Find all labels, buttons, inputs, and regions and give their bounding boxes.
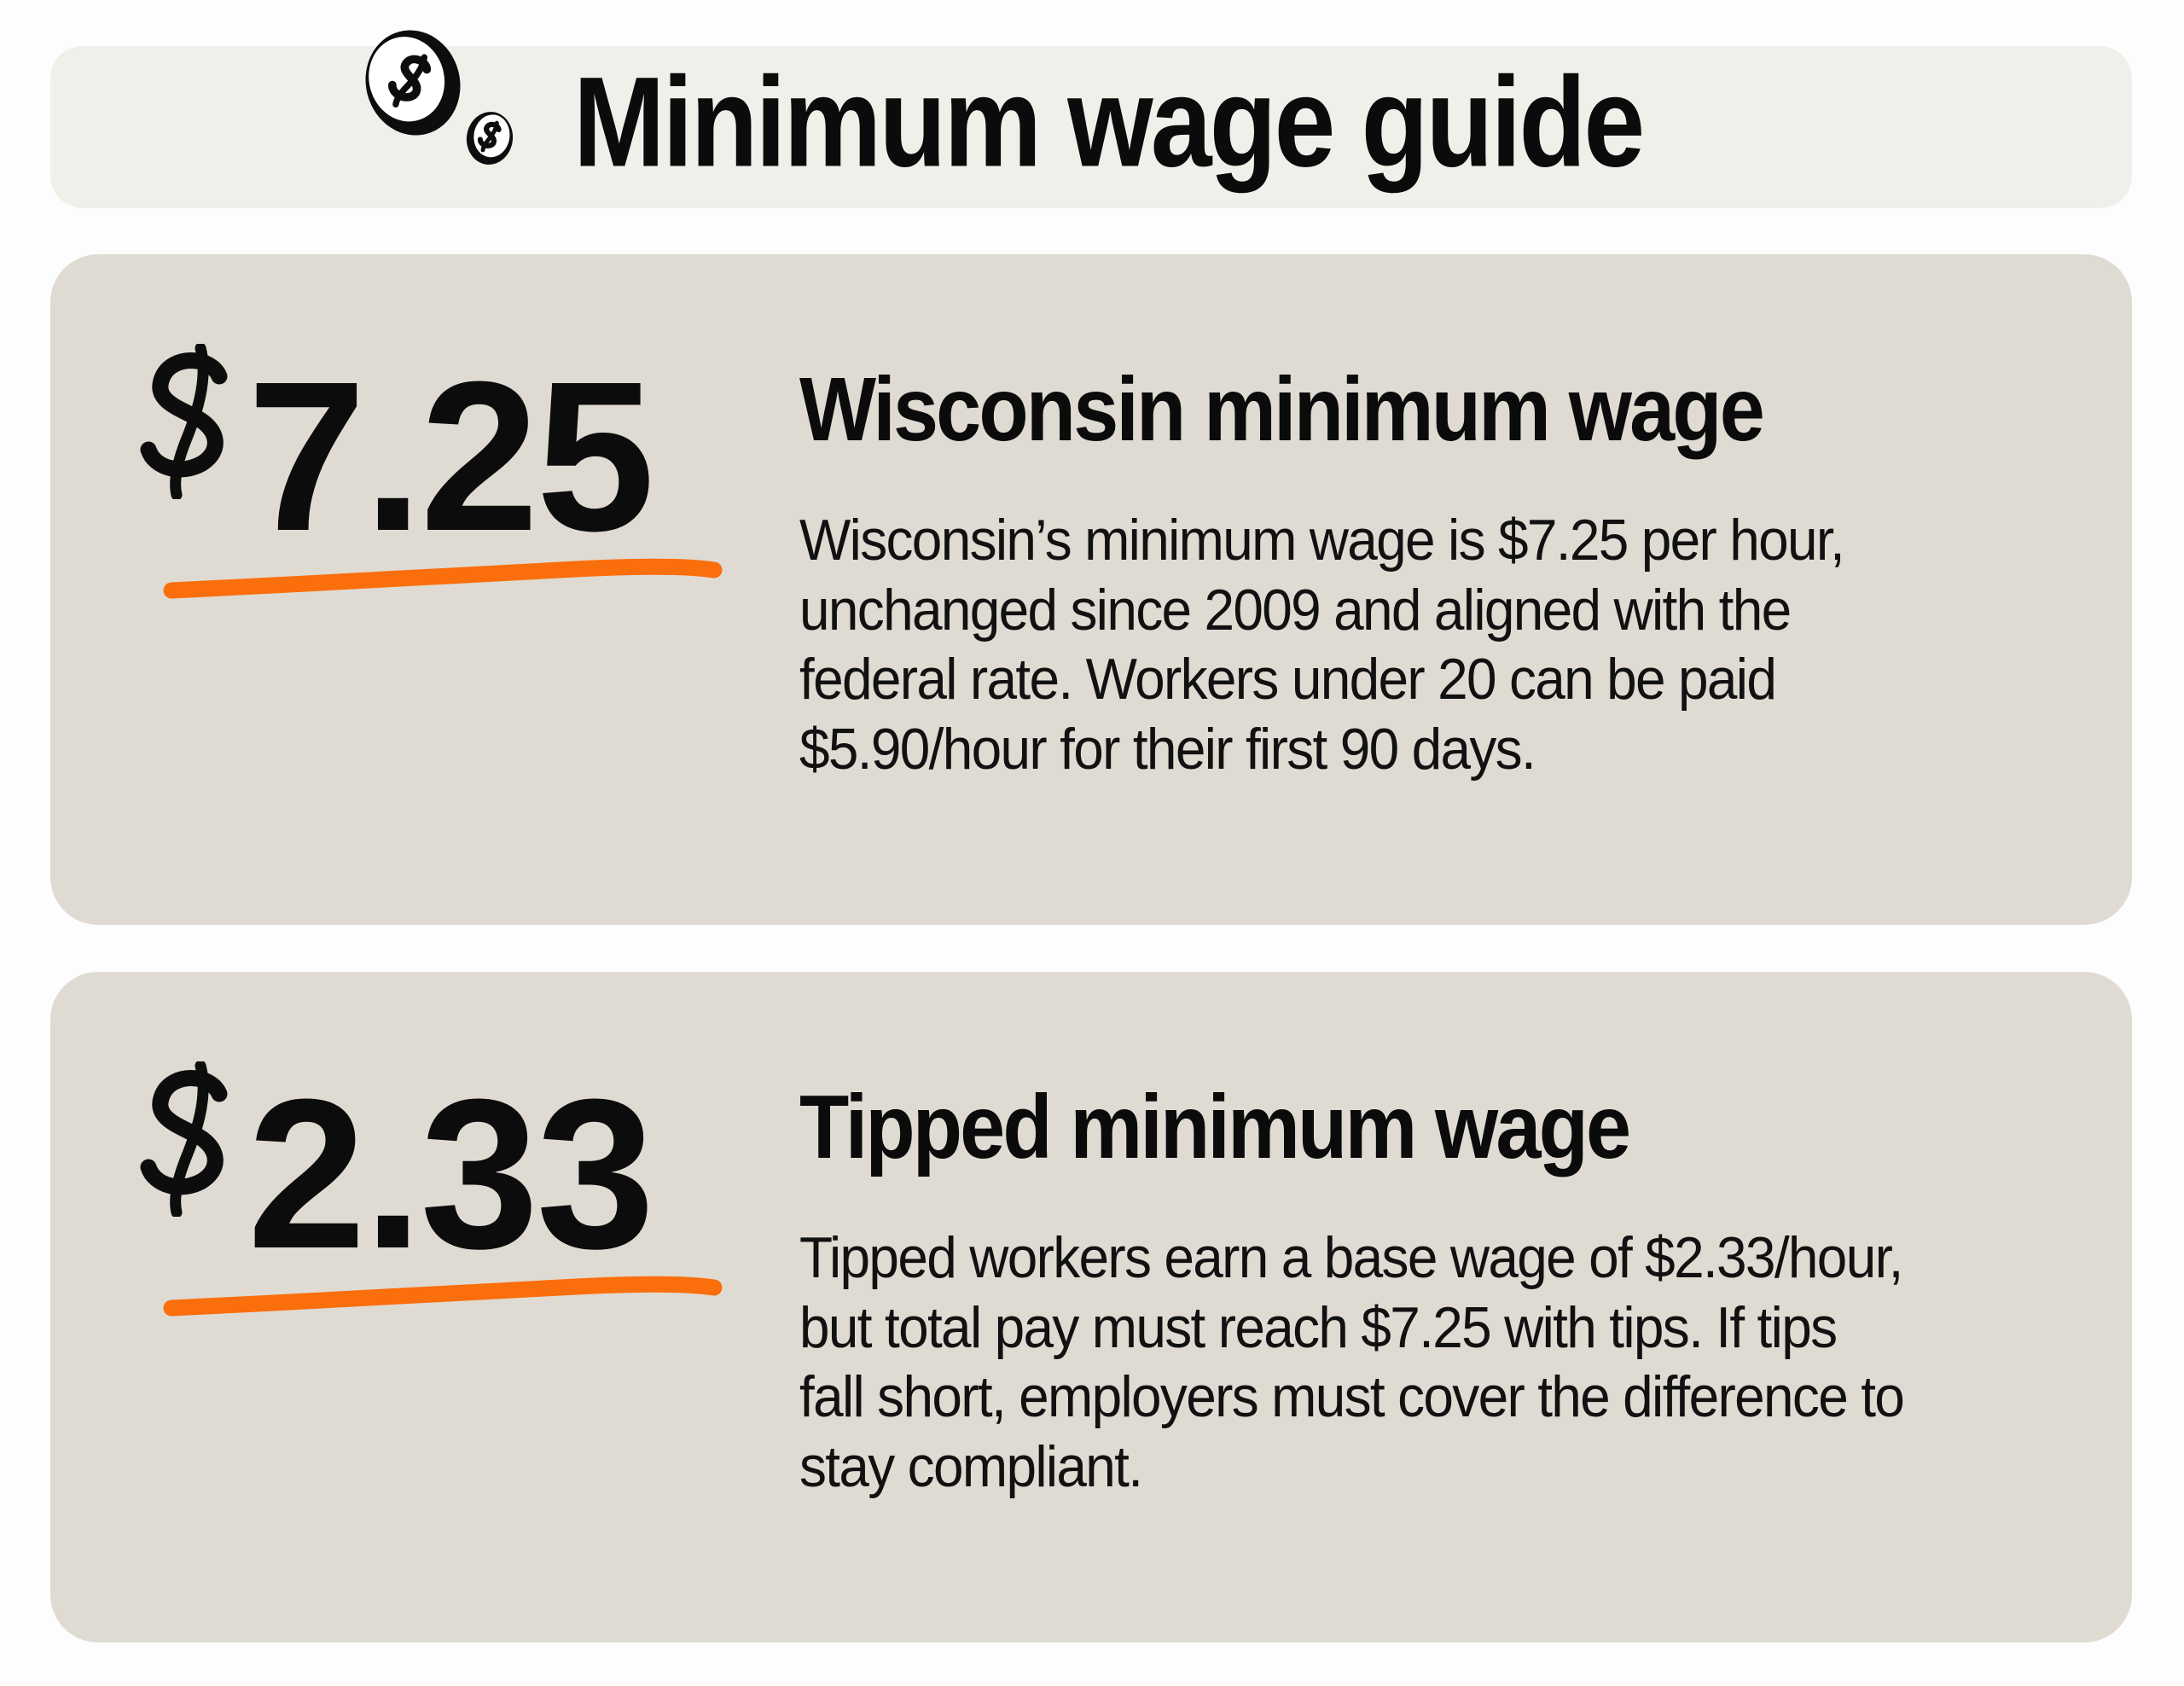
card-heading: Wisconsin minimum wage — [799, 359, 1765, 460]
text-column: Wisconsin minimum wage Wisconsin’s minim… — [799, 344, 2098, 925]
card-state-minimum-wage: 7.25 Wisconsin minimum wage Wisconsin’s … — [50, 254, 2132, 925]
text-column: Tipped minimum wage Tipped workers earn … — [799, 1061, 2098, 1642]
amount-value: 7.25 — [247, 337, 655, 575]
price-block: 2.33 — [134, 1061, 799, 1642]
price-block: 7.25 — [134, 344, 799, 925]
coin-dollar-small-icon — [466, 112, 514, 165]
dollar-sign-icon — [140, 1061, 228, 1217]
header-bar: Minimum wage guide — [50, 30, 2132, 208]
amount-value: 2.33 — [247, 1055, 655, 1293]
page-title: Minimum wage guide — [573, 49, 1645, 194]
coin-dollar-large-icon — [365, 30, 461, 136]
price-row: 2.33 — [134, 1061, 799, 1281]
card-heading: Tipped minimum wage — [799, 1077, 1631, 1177]
price-row: 7.25 — [134, 344, 799, 563]
card-tipped-minimum-wage: 2.33 Tipped minimum wage Tipped workers … — [50, 972, 2132, 1642]
card-body: Tipped workers earn a base wage of $2.33… — [799, 1225, 1905, 1500]
orange-underline-icon — [163, 1276, 723, 1317]
dollar-sign-icon — [140, 344, 228, 499]
card-body: Wisconsin’s minimum wage is $7.25 per ho… — [799, 508, 1845, 782]
orange-underline-icon — [163, 558, 723, 599]
